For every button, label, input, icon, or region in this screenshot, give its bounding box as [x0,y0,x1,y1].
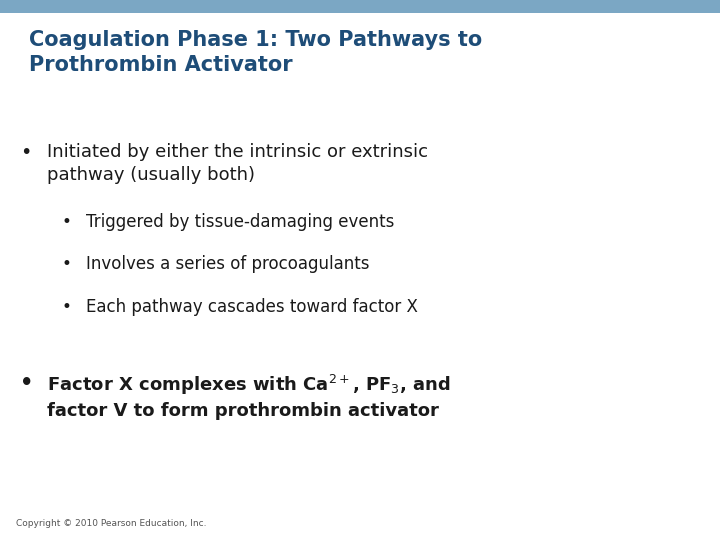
Text: •: • [61,213,71,231]
Text: •: • [20,143,32,162]
Text: •: • [61,255,71,273]
Text: Factor X complexes with Ca$^{2+}$, PF$_3$, and
factor V to form prothrombin acti: Factor X complexes with Ca$^{2+}$, PF$_3… [47,373,451,420]
Text: Involves a series of procoagulants: Involves a series of procoagulants [86,255,370,273]
Text: Initiated by either the intrinsic or extrinsic
pathway (usually both): Initiated by either the intrinsic or ext… [47,143,428,184]
FancyBboxPatch shape [0,0,720,13]
Text: Triggered by tissue-damaging events: Triggered by tissue-damaging events [86,213,395,231]
Text: Coagulation Phase 1: Two Pathways to
Prothrombin Activator: Coagulation Phase 1: Two Pathways to Pro… [29,30,482,75]
Text: •: • [61,298,71,315]
Text: Copyright © 2010 Pearson Education, Inc.: Copyright © 2010 Pearson Education, Inc. [16,519,207,528]
Text: Each pathway cascades toward factor X: Each pathway cascades toward factor X [86,298,418,315]
Text: •: • [20,373,34,393]
